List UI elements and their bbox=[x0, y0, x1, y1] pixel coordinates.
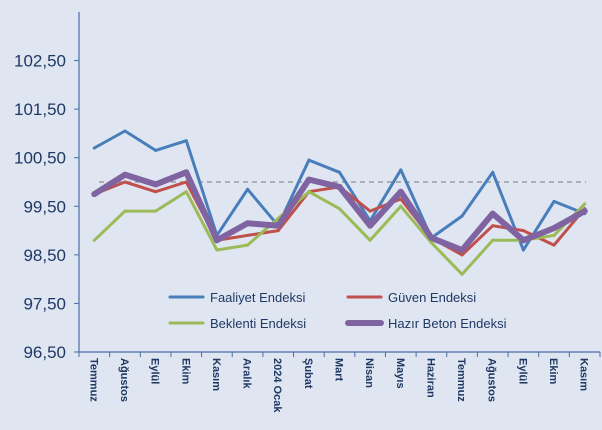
data-point bbox=[184, 139, 188, 143]
x-tick-label: Ağustos bbox=[486, 358, 498, 402]
data-point bbox=[521, 229, 525, 233]
data-point bbox=[184, 190, 188, 194]
data-point bbox=[428, 234, 435, 241]
x-tick-label: Eylül bbox=[516, 358, 528, 384]
data-point bbox=[460, 214, 464, 218]
data-point bbox=[246, 233, 250, 237]
y-tick-label: 101,50 bbox=[14, 100, 66, 119]
y-tick-label: 96,50 bbox=[23, 343, 66, 362]
data-point bbox=[246, 187, 250, 191]
data-point bbox=[399, 168, 403, 172]
data-point bbox=[213, 237, 220, 244]
x-tick-label: 2024 Ocak bbox=[271, 358, 283, 413]
y-tick-label: 99,50 bbox=[23, 197, 66, 216]
data-point bbox=[91, 191, 98, 198]
data-point bbox=[459, 247, 466, 253]
y-tick-label: 100,50 bbox=[14, 149, 66, 168]
data-point bbox=[583, 202, 587, 206]
x-tick-label: Ekim bbox=[179, 358, 191, 385]
x-tick-label: Kasım bbox=[210, 358, 222, 391]
x-tick-label: Şubat bbox=[302, 358, 314, 389]
data-point bbox=[368, 238, 372, 242]
x-tick-label: Temmuz bbox=[87, 358, 99, 402]
data-point bbox=[552, 233, 556, 237]
data-point bbox=[154, 209, 158, 213]
y-axis-ticks: 96,50 97,50 98,50 99,50 100,50 101,50 102,50 bbox=[14, 52, 79, 362]
data-point bbox=[397, 188, 404, 195]
data-point bbox=[276, 229, 280, 233]
data-point bbox=[491, 224, 495, 228]
data-point bbox=[246, 243, 250, 247]
x-tick-label: Haziran bbox=[424, 358, 436, 398]
data-point bbox=[183, 169, 190, 176]
data-point bbox=[154, 148, 158, 152]
data-point bbox=[92, 238, 96, 242]
x-tick-label: Mayıs bbox=[394, 358, 406, 389]
data-point bbox=[123, 209, 127, 213]
data-point bbox=[552, 243, 556, 247]
x-tick-label: Eylül bbox=[149, 358, 161, 384]
x-tick-label: Mart bbox=[333, 358, 345, 382]
data-point bbox=[305, 176, 312, 183]
data-point bbox=[92, 146, 96, 150]
x-tick-label: Nisan bbox=[363, 358, 375, 388]
data-point bbox=[520, 237, 527, 244]
data-point bbox=[491, 170, 495, 174]
data-point bbox=[244, 220, 251, 227]
legend-label: Faaliyet Endeksi bbox=[210, 290, 305, 305]
data-point bbox=[552, 199, 556, 203]
data-point bbox=[338, 207, 341, 211]
data-point bbox=[154, 190, 158, 194]
data-point bbox=[399, 204, 403, 208]
data-point bbox=[338, 170, 341, 174]
data-point bbox=[307, 158, 311, 162]
y-tick-label: 97,50 bbox=[23, 294, 66, 313]
x-tick-label: Temmuz bbox=[455, 358, 467, 402]
y-tick-label: 102,50 bbox=[14, 52, 66, 71]
data-point bbox=[521, 248, 525, 252]
legend-label: Hazır Beton Endeksi bbox=[388, 316, 507, 331]
data-point bbox=[368, 209, 372, 213]
x-tick-label: Ağustos bbox=[118, 358, 130, 402]
data-point bbox=[551, 225, 558, 232]
data-point bbox=[123, 129, 127, 133]
data-point bbox=[491, 238, 495, 242]
data-point bbox=[121, 171, 128, 178]
data-point bbox=[307, 190, 311, 194]
data-point bbox=[184, 180, 188, 184]
x-tick-label: Ekim bbox=[547, 358, 559, 385]
data-point bbox=[489, 210, 496, 217]
legend-label: Güven Endeksi bbox=[388, 290, 476, 305]
data-point bbox=[215, 248, 219, 252]
data-point bbox=[460, 272, 464, 276]
data-point bbox=[123, 180, 127, 184]
legend: Faaliyet Endeksi Güven Endeksi Beklenti En… bbox=[168, 290, 507, 331]
y-tick-label: 98,50 bbox=[23, 246, 66, 265]
legend-label: Beklenti Endeksi bbox=[210, 316, 306, 331]
x-axis-ticks: Temmuz Ağustos Eylül Ekim Kasım Aralık 2024 Oc… bbox=[78, 352, 601, 413]
data-point bbox=[460, 253, 464, 257]
data-point bbox=[429, 241, 433, 245]
x-tick-label: Kasım bbox=[578, 358, 590, 391]
data-point bbox=[581, 208, 588, 215]
x-tick-label: Aralık bbox=[241, 358, 253, 389]
data-point bbox=[152, 181, 159, 188]
data-point bbox=[367, 222, 374, 229]
data-point bbox=[275, 222, 282, 229]
data-point bbox=[336, 183, 343, 190]
series-group bbox=[91, 129, 588, 276]
